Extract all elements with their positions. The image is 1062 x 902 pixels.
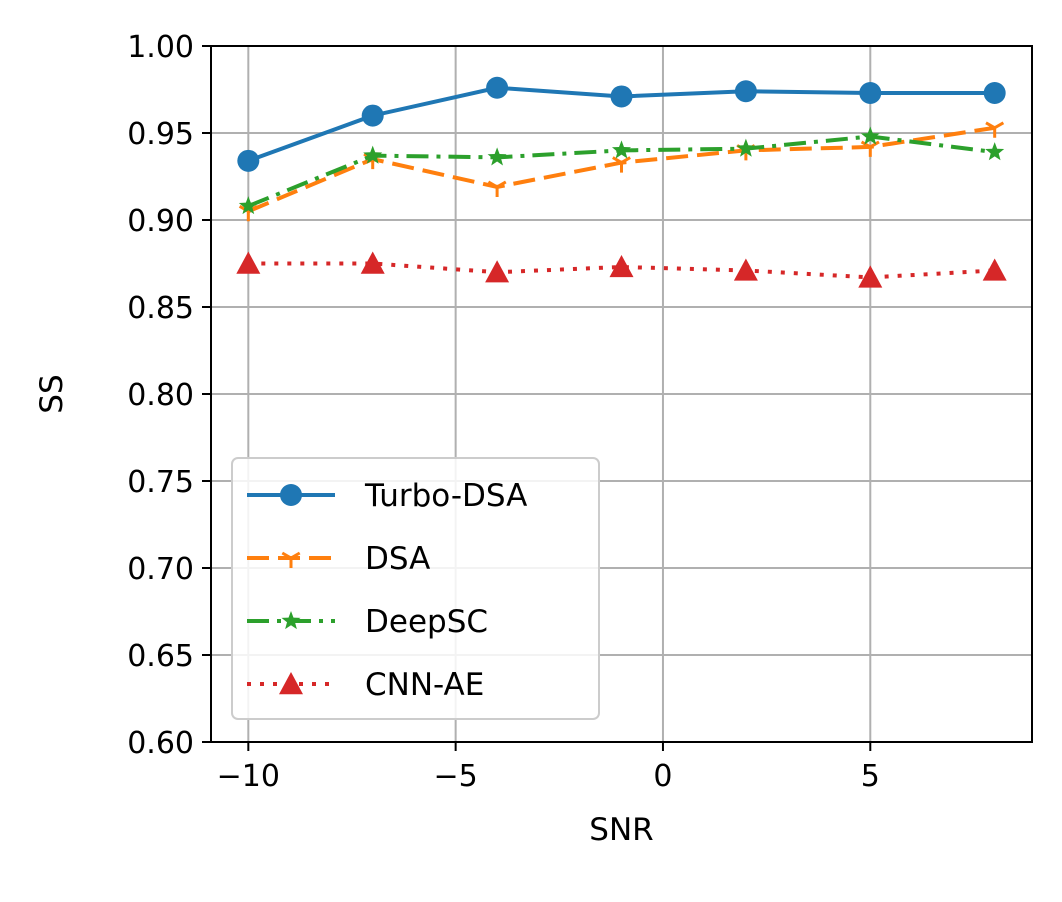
data-point-deepsc [238, 196, 258, 215]
data-point-turbo-dsa [610, 85, 633, 108]
data-point-deepsc [985, 142, 1005, 161]
data-point-cnn-ae [982, 258, 1007, 281]
series-deepsc [238, 126, 1005, 215]
series-turbo-dsa [237, 76, 1006, 172]
y-tick-label: 0.70 [127, 552, 194, 587]
data-point-dsa [612, 156, 631, 173]
legend-label-turbo-dsa: Turbo-DSA [364, 478, 527, 514]
legend-item-dsa: DSA [247, 541, 430, 577]
data-point-cnn-ae [609, 254, 634, 278]
data-point-cnn-ae [733, 258, 758, 281]
x-tick-label: −10 [217, 759, 280, 794]
y-tick-label: 0.95 [127, 117, 194, 152]
legend: Turbo-DSA DSA DeepSC CNN-AE [231, 457, 600, 720]
data-point-turbo-dsa [237, 149, 260, 172]
y-tick-label: 0.60 [127, 726, 194, 761]
legend-label-deepsc: DeepSC [365, 604, 488, 640]
legend-marker-turbo-dsa [280, 484, 302, 506]
legend-label-dsa: DSA [365, 541, 430, 577]
y-tick-label: 0.90 [127, 204, 194, 239]
data-point-turbo-dsa [486, 76, 509, 99]
legend-item-deepsc: DeepSC [247, 604, 488, 640]
ticks: −10 −5 0 5 0.60 0.65 0.70 0.75 0.80 0.85 0.90 0.95 1… [127, 30, 880, 794]
data-point-deepsc [363, 145, 383, 164]
data-point-cnn-ae [858, 265, 883, 288]
y-tick-label: 0.75 [127, 465, 194, 500]
data-point-cnn-ae [485, 260, 510, 283]
data-point-turbo-dsa [859, 81, 882, 104]
y-axis-label: SS [34, 374, 70, 413]
legend-item-cnn-ae: CNN-AE [247, 667, 484, 703]
data-point-dsa [985, 121, 1005, 138]
data-point-turbo-dsa [734, 80, 757, 103]
series-layer [236, 76, 1007, 288]
data-point-dsa [860, 140, 880, 157]
legend-marker-dsa [281, 551, 301, 568]
y-tick-label: 0.85 [127, 291, 194, 326]
data-point-deepsc [860, 126, 880, 145]
x-tick-label: −5 [434, 759, 478, 794]
y-tick-label: 0.65 [127, 639, 194, 674]
x-tick-label: 0 [653, 759, 672, 794]
data-point-deepsc [736, 138, 756, 157]
data-point-cnn-ae [236, 251, 261, 274]
legend-label-cnn-ae: CNN-AE [365, 667, 484, 703]
data-point-dsa [487, 180, 507, 197]
y-tick-label: 0.80 [127, 378, 194, 413]
data-point-deepsc [487, 147, 507, 166]
y-tick-label: 1.00 [127, 30, 194, 65]
data-point-turbo-dsa [361, 104, 384, 127]
x-axis-label: SNR [589, 812, 653, 848]
x-tick-label: 5 [861, 759, 880, 794]
series-cnn-ae [236, 251, 1007, 288]
legend-item-turbo-dsa: Turbo-DSA [247, 478, 527, 514]
legend-marker-cnn-ae [279, 672, 303, 695]
data-point-turbo-dsa [983, 81, 1006, 104]
legend-marker-deepsc [281, 611, 301, 630]
data-point-deepsc [611, 140, 632, 159]
data-point-cnn-ae [360, 251, 385, 274]
legend-box [231, 457, 600, 720]
